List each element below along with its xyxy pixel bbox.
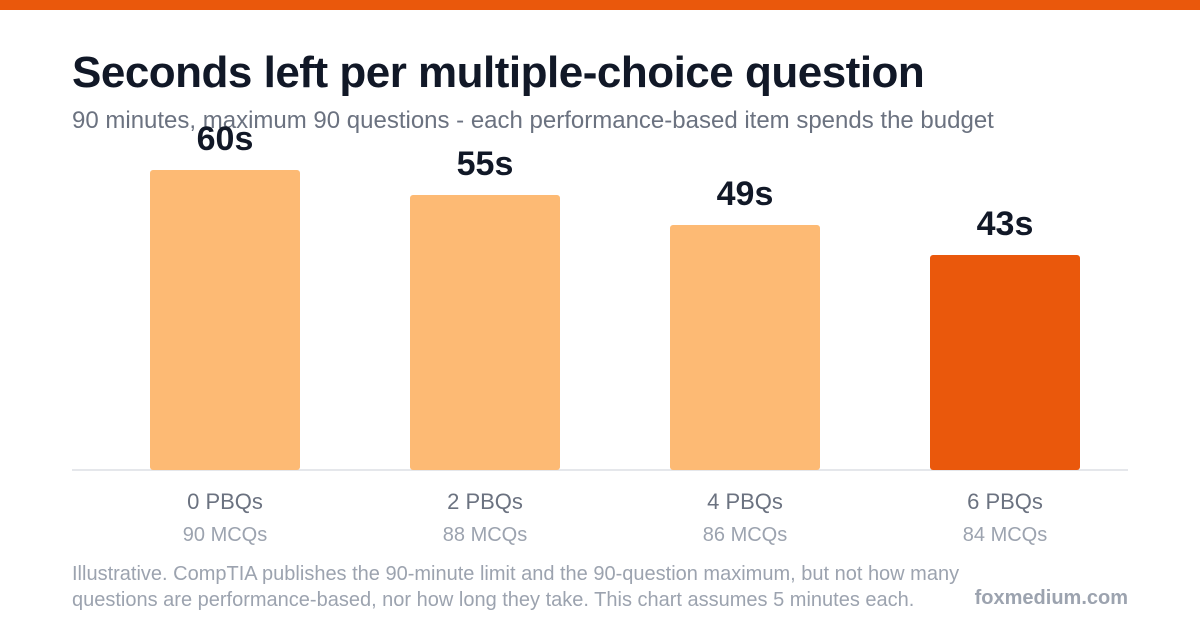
footnote: Illustrative. CompTIA publishes the 90-m… [72,561,972,613]
bar-value-label-0: 60s [197,120,254,158]
top-accent-bar [0,0,1200,10]
footnote-line-1: Illustrative. CompTIA publishes the 90-m… [72,563,960,585]
bar-value-label-1: 55s [457,145,514,183]
category-sublabel-2: 86 MCQs [703,524,787,546]
bar-value-label-2: 49s [717,175,774,213]
bar-0 [150,170,300,470]
category-label-0: 0 PBQs [187,489,263,514]
category-sublabel-1: 88 MCQs [443,524,527,546]
category-label-2: 4 PBQs [707,489,783,514]
chart-subtitle: 90 minutes, maximum 90 questions - each … [72,107,994,134]
category-sublabel-0: 90 MCQs [183,524,267,546]
bar-1 [410,195,560,470]
category-label-1: 2 PBQs [447,489,523,514]
category-sublabel-3: 84 MCQs [963,524,1047,546]
brand-label: foxmedium.com [972,587,1128,610]
bar-2 [670,225,820,470]
category-label-3: 6 PBQs [967,489,1043,514]
chart-title: Seconds left per multiple-choice questio… [72,48,925,97]
bar-3 [930,255,1080,470]
bar-value-label-3: 43s [977,205,1034,243]
footnote-line-2: questions are performance-based, nor how… [72,589,915,611]
